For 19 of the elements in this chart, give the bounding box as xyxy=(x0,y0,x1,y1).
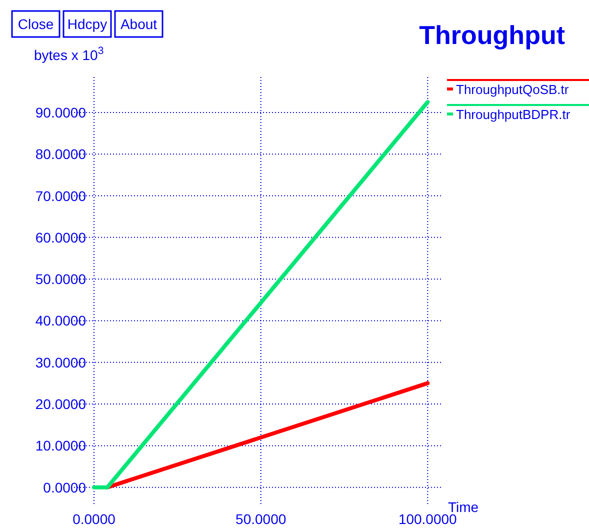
y-tick-label: 20.0000 xyxy=(35,396,86,412)
y-axis-title: bytes x 10$^{3}$ xyxy=(34,45,104,63)
y-tick-label: 80.0000 xyxy=(35,146,86,162)
y-tick-label: 90.0000 xyxy=(35,104,86,120)
button: Close xyxy=(11,10,60,38)
legend-label: ThroughputQoSB.tr xyxy=(456,82,570,97)
x-tick-label: 50.0000 xyxy=(236,511,286,527)
button: Hdcpy xyxy=(62,10,112,38)
x-tick-label: 0.0000 xyxy=(72,511,116,527)
legend-label: ThroughputBDPR.tr xyxy=(456,107,571,122)
y-tick-label: 70.0000 xyxy=(35,188,86,204)
button: About xyxy=(114,10,164,38)
y-tick-label: 60.0000 xyxy=(35,229,86,246)
y-tick-label: 0.0000 xyxy=(43,479,86,496)
y-tick-label: 10.0000 xyxy=(35,438,86,454)
y-tick-label: 50.0000 xyxy=(35,271,86,288)
y-tick-label: 40.0000 xyxy=(35,312,86,329)
chart-title: Throughput xyxy=(419,20,566,50)
y-tick-label: 30.0000 xyxy=(35,354,86,370)
